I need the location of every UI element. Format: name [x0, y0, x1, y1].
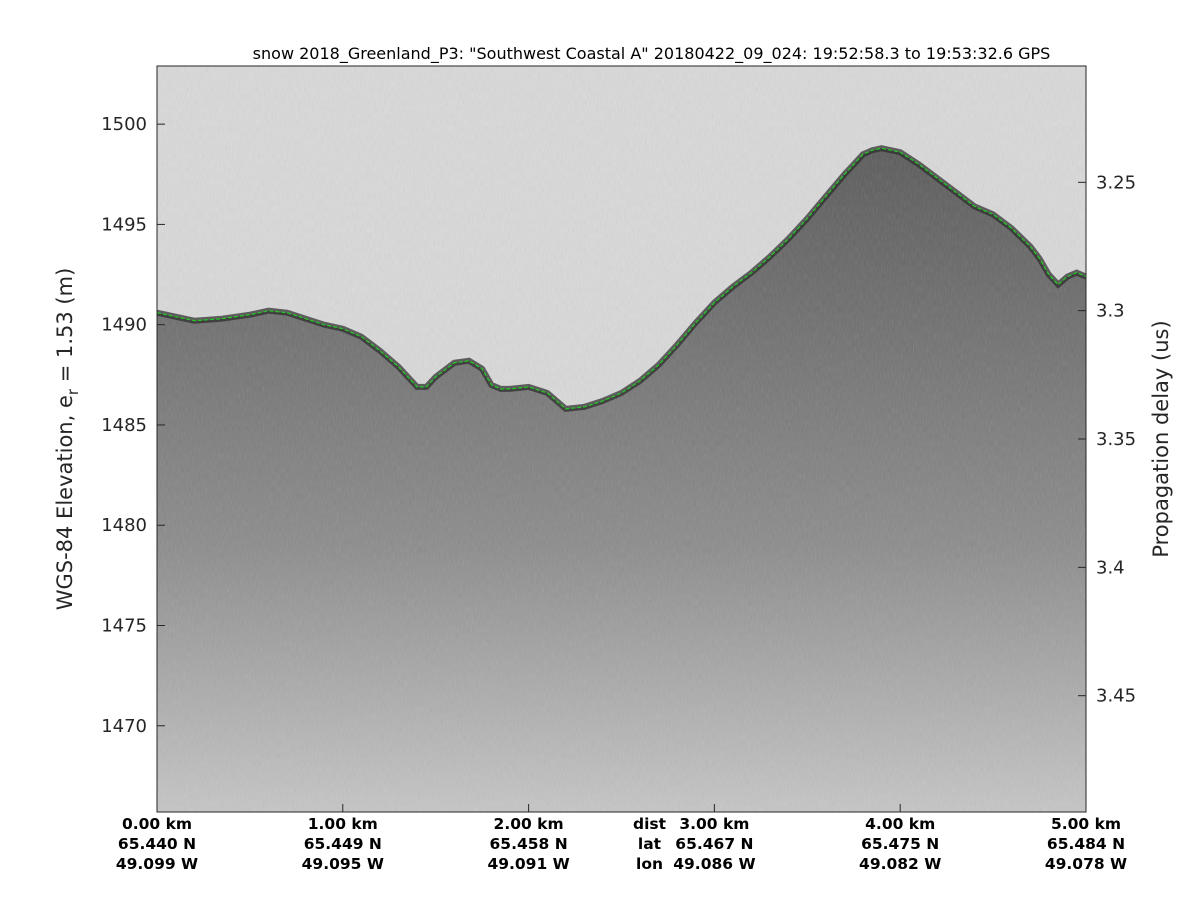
bottom-tick-lat: 65.467 N [675, 835, 753, 853]
row-label-lon: lon [636, 855, 663, 873]
left-axis-label-tail: = 1.53 (m) [53, 268, 77, 389]
bottom-tick-lon: 49.099 W [116, 855, 198, 873]
left-axis-label-sub: r [64, 388, 82, 395]
bottom-axis: 0.00 km 65.440 N 49.099 W 1.00 km 65.449 N 49… [116, 804, 1127, 873]
left-axis-label-main: WGS-84 Elevation, e [53, 395, 77, 610]
row-label-lat: lat [638, 835, 662, 853]
bottom-tick-lat: 65.440 N [118, 835, 196, 853]
bottom-tick-lat: 65.458 N [490, 835, 568, 853]
right-tick-label: 3.45 [1096, 686, 1136, 707]
speckle-texture [157, 66, 1086, 812]
left-tick-label: 1480 [101, 515, 147, 536]
left-tick-label: 1470 [101, 716, 147, 737]
left-axis: 1470 1475 1480 1485 1490 1495 1500 [101, 114, 165, 737]
bottom-tick-dist: 4.00 km [865, 815, 935, 833]
bottom-tick-lon: 49.091 W [487, 855, 569, 873]
right-tick-label: 3.35 [1096, 429, 1136, 450]
bottom-tick-lon: 49.078 W [1045, 855, 1127, 873]
left-tick-label: 1490 [101, 315, 147, 336]
bottom-tick-dist: 3.00 km [679, 815, 749, 833]
row-label-dist: dist [633, 815, 667, 833]
plot-area [157, 66, 1086, 812]
bottom-tick-dist: 1.00 km [308, 815, 378, 833]
bottom-tick-lat: 65.475 N [861, 835, 939, 853]
left-tick-label: 1500 [101, 114, 147, 135]
right-tick-label: 3.25 [1096, 172, 1136, 193]
bottom-tick-dist: 2.00 km [494, 815, 564, 833]
left-tick-label: 1475 [101, 616, 147, 637]
left-tick-label: 1485 [101, 415, 147, 436]
chart-title: snow 2018_Greenland_P3: "Southwest Coast… [253, 44, 1051, 64]
bottom-tick-lon: 49.082 W [859, 855, 941, 873]
bottom-tick-lat: 65.484 N [1047, 835, 1125, 853]
right-axis: 3.25 3.3 3.35 3.4 3.45 [1078, 172, 1136, 707]
bottom-tick-lon: 49.095 W [302, 855, 384, 873]
right-tick-label: 3.4 [1096, 557, 1125, 578]
bottom-tick-dist: 5.00 km [1051, 815, 1121, 833]
bottom-tick-dist: 0.00 km [122, 815, 192, 833]
bottom-tick-lon: 49.086 W [673, 855, 755, 873]
left-tick-label: 1495 [101, 214, 147, 235]
right-tick-label: 3.3 [1096, 301, 1125, 322]
surface-line [157, 147, 1086, 410]
right-axis-label: Propagation delay (us) [1149, 320, 1173, 557]
left-axis-label: WGS-84 Elevation, er = 1.53 (m) [53, 268, 82, 611]
bottom-tick-lat: 65.449 N [304, 835, 382, 853]
